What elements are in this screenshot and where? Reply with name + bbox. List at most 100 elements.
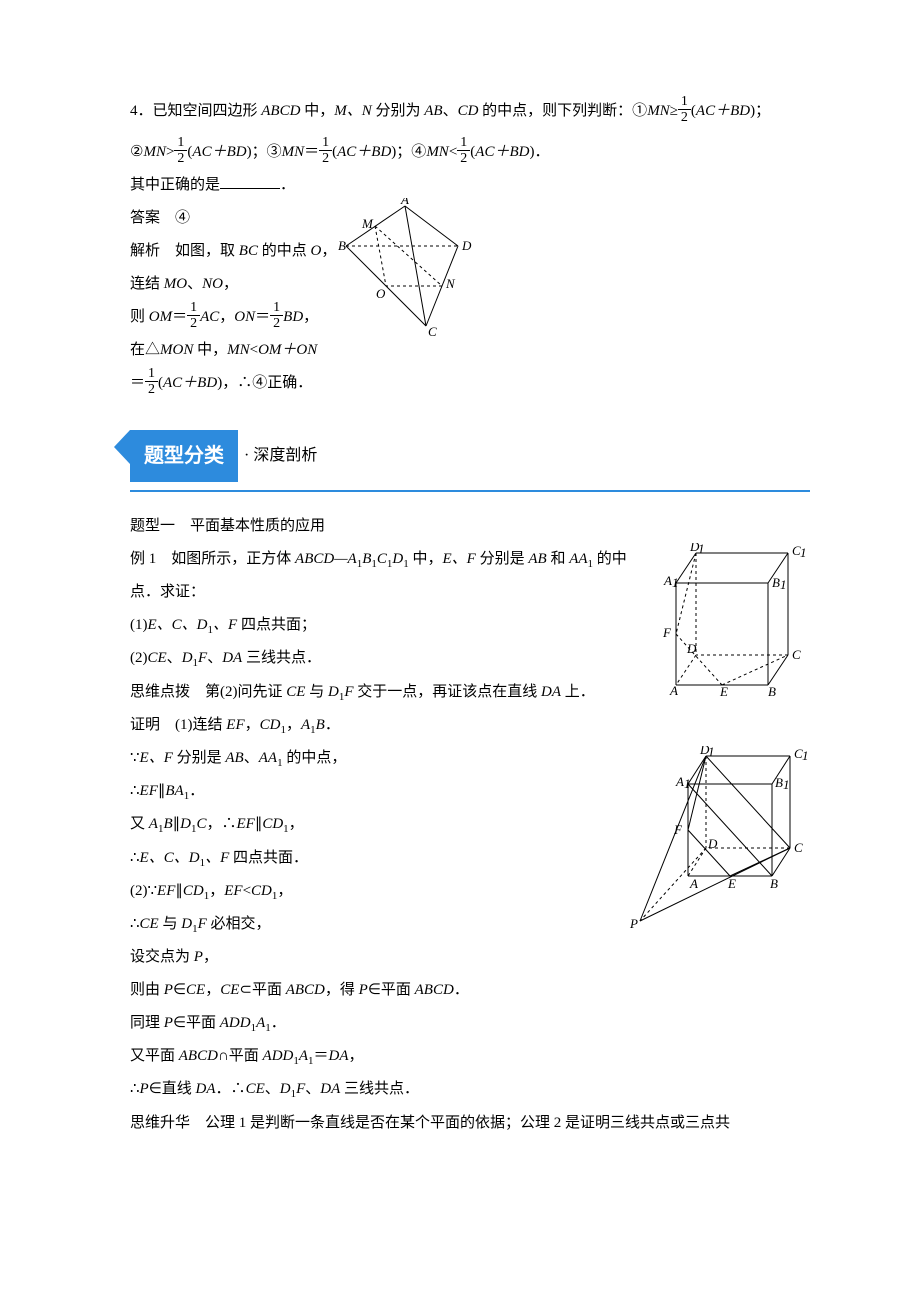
label: 证明 (130, 717, 160, 733)
text: 其中正确的是 (130, 177, 220, 193)
proof-line-12: ∴P∈直线 DA．∴CE、D1F、DA 三线共点． (130, 1073, 810, 1106)
solution-line-5: ＝12(AC＋BD)，∴④正确． (130, 367, 810, 400)
var: M、N (334, 103, 372, 119)
text: 的中点，则下列判断：① (478, 103, 647, 119)
topic-1-title: 题型一 平面基本性质的应用 (130, 510, 810, 543)
text: ，∴④正确． (222, 375, 312, 391)
var: AC＋BD (163, 375, 217, 391)
text: 中， (409, 551, 443, 567)
solution-line-3: 则 OM＝12AC，ON＝12BD， (130, 301, 810, 334)
solution-line-2: 连结 MO、NO， (130, 268, 810, 301)
text: ④ (411, 144, 426, 160)
proof-line-7: ∴CE 与 D1F 必相交， (130, 908, 810, 941)
var: ON (234, 309, 255, 325)
proof-line-1: 证明 (1)连结 EF，CD1，A1B． (130, 709, 810, 742)
text: 如图所示，正方体 (171, 551, 295, 567)
label: 解析 (130, 243, 160, 259)
var: AC＋BD (475, 144, 529, 160)
var: AC (200, 309, 219, 325)
text: 和 (547, 551, 570, 567)
var: OM (149, 309, 172, 325)
text: 4．已知空间四边形 (130, 103, 261, 119)
answer-value: ④ (175, 210, 190, 226)
var: E、F (443, 551, 476, 567)
text: ， (321, 243, 336, 259)
var: MN (143, 144, 166, 160)
example-1-q1: (1)E、C、D1、F 四点共面； (130, 609, 810, 642)
proof-line-10: 同理 P∈平面 ADD1A1． (130, 1007, 810, 1040)
text: 如图，取 (175, 243, 239, 259)
text: 的中点 (258, 243, 311, 259)
var: ABCD (261, 103, 300, 119)
text: 分别是 (476, 551, 529, 567)
var: AC＋BD (192, 144, 246, 160)
var: MN (647, 103, 670, 119)
proof-line-9: 则由 P∈CE，CE⊂平面 ABCD，得 P∈平面 ABCD． (130, 974, 810, 1007)
proof-line-2: ∵E、F 分别是 AB、AA1 的中点， (130, 742, 810, 775)
text: 连结 (130, 276, 164, 292)
var: BC (239, 243, 258, 259)
proof-line-8: 设交点为 P， (130, 941, 810, 974)
svg-text:M: M (361, 216, 374, 231)
var: MN (227, 342, 250, 358)
fraction: 12 (270, 300, 283, 332)
upgrade-line: 思维升华 公理 1 是判断一条直线是否在某个平面的依据；公理 2 是证明三线共点… (130, 1107, 810, 1140)
answer-line: 答案 ④ A B D C M N O (130, 202, 810, 235)
var: MN (426, 144, 449, 160)
svg-text:A: A (400, 198, 409, 207)
fraction: 12 (319, 135, 332, 167)
var: NO (202, 276, 223, 292)
section-badge: 题型分类 (130, 430, 238, 482)
example-1-stem: 例 1 如图所示，正方体 ABCD—A1B1C1D1 中，E、F 分别是 AB … (130, 543, 810, 576)
solution-line-4: 在△MON 中，MN<OM＋ON (130, 334, 810, 367)
var: CD (458, 103, 479, 119)
answer-blank (220, 174, 280, 189)
var: MN (282, 144, 305, 160)
proof-line-5: ∴E、C、D1、F 四点共面． (130, 842, 810, 875)
var: MO (164, 276, 187, 292)
fraction: 12 (457, 135, 470, 167)
text: 公理 1 是判断一条直线是否在某个平面的依据；公理 2 是证明三线共点或三点共 (205, 1115, 730, 1131)
fraction: 12 (678, 94, 691, 126)
op: > (166, 144, 174, 160)
label: 思维点拨 (130, 684, 190, 700)
op: ≥ (670, 103, 678, 119)
example-1-stem-2: 点．求证： (130, 576, 810, 609)
text: ② (130, 144, 143, 160)
var: O (310, 243, 321, 259)
var: AB (528, 551, 546, 567)
label: 思维升华 (130, 1115, 190, 1131)
proof-line-4: 又 A1B∥D1C，∴EF∥CD1， (130, 808, 810, 841)
label: 例 1 (130, 551, 156, 567)
text: 则 (130, 309, 149, 325)
fraction: 12 (174, 135, 187, 167)
fraction: 12 (187, 300, 200, 332)
proof-line-6: (2)∵EF∥CD1，EF<CD1， (130, 875, 810, 908)
var: AB (424, 103, 442, 119)
section-subtitle: · 深度剖析 (244, 438, 317, 473)
text: ③ (267, 144, 282, 160)
fraction: 12 (145, 366, 158, 398)
proof-line-3: ∴EF∥BA1． (130, 775, 810, 808)
text: ； (755, 103, 770, 119)
var: OM＋ON (258, 342, 317, 358)
op: ＝ (304, 144, 319, 160)
problem-4-line-1: 4．已知空间四边形 ABCD 中，M、N 分别为 AB、CD 的中点，则下列判断… (130, 95, 810, 128)
text: 分别为 (372, 103, 425, 119)
op: < (449, 144, 457, 160)
text: 中， (193, 342, 227, 358)
problem-4-line-2: ②MN>12(AC＋BD)；③MN＝12(AC＋BD)；④MN<12(AC＋BD… (130, 136, 810, 169)
label: 答案 (130, 210, 160, 226)
example-1-q2: (2)CE、D1F、DA 三线共点． (130, 642, 810, 675)
var: MON (160, 342, 193, 358)
var: AC＋BD (337, 144, 391, 160)
section-header: 题型分类 · 深度剖析 (130, 430, 810, 482)
hint-line: 思维点拨 第(2)问先证 CE 与 D1F 交于一点，再证该点在直线 DA 上． (130, 676, 810, 709)
text: 的中 (593, 551, 627, 567)
proof-line-11: 又平面 ABCD∩平面 ADD1A1＝DA， (130, 1040, 810, 1073)
var: BD (283, 309, 303, 325)
text: 在△ (130, 342, 160, 358)
var: AC＋BD (696, 103, 750, 119)
solution-line-1: 解析 如图，取 BC 的中点 O， (130, 235, 810, 268)
text: 中， (300, 103, 334, 119)
